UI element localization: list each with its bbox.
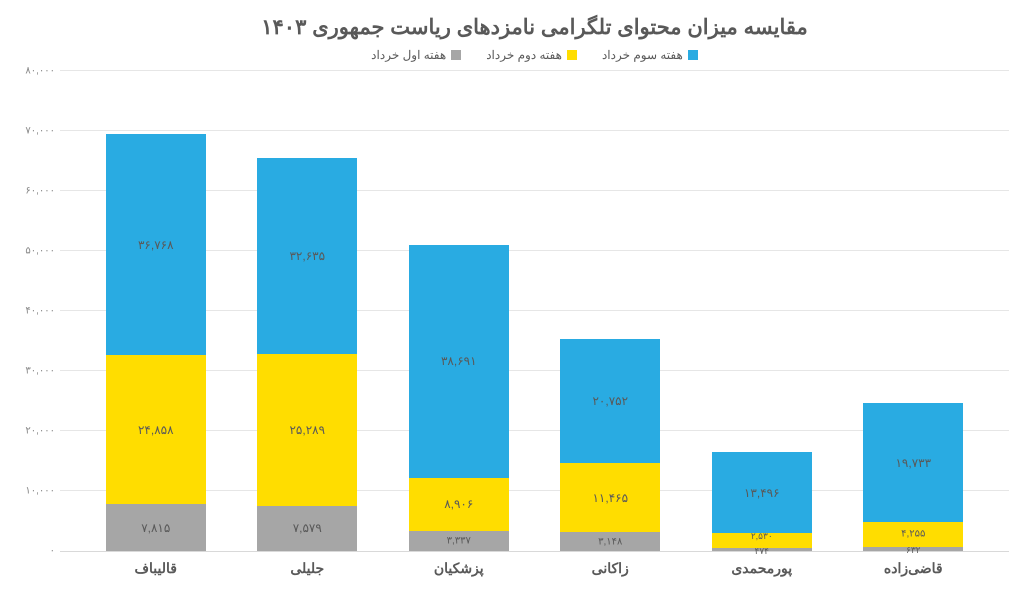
y-tick-label: ۵۰,۰۰۰ [25, 246, 55, 257]
bar-value-label: ۳۸,۶۹۱ [441, 354, 477, 368]
bar-segment: ۲۵,۲۸۹ [257, 354, 357, 506]
bar-segment: ۳۲,۶۳۵ [257, 158, 357, 354]
bars-area: ۷,۸۱۵ ۲۴,۸۵۸ ۳۶,۷۶۸ ۷,۵۷۹ ۲۵,۲۸۹ ۳۲,۶۳۵ ۳,۳۳۷ ۸… [60, 72, 1009, 551]
x-axis-label: جلیلی [257, 560, 357, 577]
legend: هفته سوم خرداد هفته دوم خرداد هفته اول خرد… [60, 48, 1009, 62]
y-tick-label: ۳۰,۰۰۰ [25, 366, 55, 377]
bar-value-label: ۳,۱۴۸ [598, 536, 622, 547]
bar-value-label: ۲۵,۲۸۹ [289, 423, 325, 437]
bar-group: ۴۷۴۲,۵۳۰ ۱۳,۴۹۶ [712, 452, 812, 551]
bar-segment: ۷,۸۱۵ [106, 504, 206, 551]
bar-value-label: ۴,۲۵۵ [901, 529, 925, 540]
bar-segment: ۲۴,۸۵۸ [106, 355, 206, 504]
y-tick-label: ۲۰,۰۰۰ [25, 426, 55, 437]
y-tick-label: ۷۰,۰۰۰ [25, 126, 55, 137]
legend-item: هفته دوم خرداد [486, 48, 577, 62]
bar-group: ۳,۱۴۸ ۱۱,۴۶۵ ۲۰,۷۵۲ [560, 339, 660, 551]
y-tick-label: ۱۰,۰۰۰ [25, 486, 55, 497]
bar-segment: ۱۹,۷۳۳ [863, 403, 963, 521]
bar-value-label: ۳۶,۷۶۸ [138, 238, 174, 252]
x-axis-label: پزشکیان [409, 560, 509, 577]
y-tick-label: ۴۰,۰۰۰ [25, 306, 55, 317]
y-axis: ۰۱۰,۰۰۰۲۰,۰۰۰۳۰,۰۰۰۴۰,۰۰۰۵۰,۰۰۰۶۰,۰۰۰۷۰,… [5, 72, 55, 551]
bar-value-label: ۱۹,۷۳۳ [895, 456, 931, 470]
bar-segment: ۳۸,۶۹۱ [409, 245, 509, 477]
x-axis-label: پورمحمدی [712, 560, 812, 577]
bar-segment: ۱۱,۴۶۵ [560, 463, 660, 532]
x-axis-label: قالیباف [106, 560, 206, 577]
bar-value-label: ۲۴,۸۵۸ [138, 423, 174, 437]
bar-value-label: ۱۳,۴۹۶ [744, 486, 780, 500]
bar-value-label: ۷,۵۷۹ [293, 521, 322, 535]
bar-group: ۷,۵۷۹ ۲۵,۲۸۹ ۳۲,۶۳۵ [257, 158, 357, 551]
legend-label: هفته اول خرداد [371, 48, 446, 62]
bar-value-label: ۸,۹۰۶ [444, 497, 473, 511]
gridline [60, 70, 1009, 71]
plot-area: ۰۱۰,۰۰۰۲۰,۰۰۰۳۰,۰۰۰۴۰,۰۰۰۵۰,۰۰۰۶۰,۰۰۰۷۰,… [60, 72, 1009, 552]
legend-item: هفته اول خرداد [371, 48, 461, 62]
x-axis: قالیباف جلیلی پزشکیان زاکانی پورمحمدی قاضی‌زا… [60, 552, 1009, 577]
x-axis-label: زاکانی [560, 560, 660, 577]
bar-segment: ۴۷۴ [712, 548, 812, 551]
bar-segment: ۳۶,۷۶۸ [106, 134, 206, 355]
y-tick-label: ۶۰,۰۰۰ [25, 186, 55, 197]
legend-swatch [451, 50, 461, 60]
y-tick-label: ۸۰,۰۰۰ [25, 66, 55, 77]
bar-group: ۶۳۲ ۴,۲۵۵ ۱۹,۷۳۳ [863, 403, 963, 551]
y-tick-label: ۰ [50, 546, 55, 557]
bar-segment: ۶۳۲ [863, 547, 963, 551]
bar-value-label: ۷,۸۱۵ [141, 521, 170, 535]
legend-label: هفته دوم خرداد [486, 48, 562, 62]
bar-segment: ۸,۹۰۶ [409, 478, 509, 531]
legend-item: هفته سوم خرداد [602, 48, 698, 62]
bar-value-label: ۳۲,۶۳۵ [289, 249, 325, 263]
bar-segment: ۴,۲۵۵ [863, 522, 963, 548]
chart-container: مقایسه میزان محتوای تلگرامی نامزدهای ریا… [0, 0, 1024, 606]
bar-segment: ۳,۱۴۸ [560, 532, 660, 551]
bar-segment: ۳,۳۳۷ [409, 531, 509, 551]
legend-label: هفته سوم خرداد [602, 48, 683, 62]
x-axis-label: قاضی‌زاده [863, 560, 963, 577]
bar-value-label: ۲۰,۷۵۲ [592, 394, 628, 408]
bar-value-label: ۱۱,۴۶۵ [592, 491, 628, 505]
bar-value-label: ۳,۳۳۷ [447, 535, 471, 546]
legend-swatch [688, 50, 698, 60]
bar-segment: ۲۰,۷۵۲ [560, 339, 660, 464]
legend-swatch [567, 50, 577, 60]
chart-title: مقایسه میزان محتوای تلگرامی نامزدهای ریا… [60, 15, 1009, 40]
bar-segment: ۲,۵۳۰ [712, 533, 812, 548]
bar-segment: ۱۳,۴۹۶ [712, 452, 812, 533]
bar-segment: ۷,۵۷۹ [257, 506, 357, 551]
bar-group: ۳,۳۳۷ ۸,۹۰۶ ۳۸,۶۹۱ [409, 245, 509, 551]
bar-group: ۷,۸۱۵ ۲۴,۸۵۸ ۳۶,۷۶۸ [106, 134, 206, 551]
